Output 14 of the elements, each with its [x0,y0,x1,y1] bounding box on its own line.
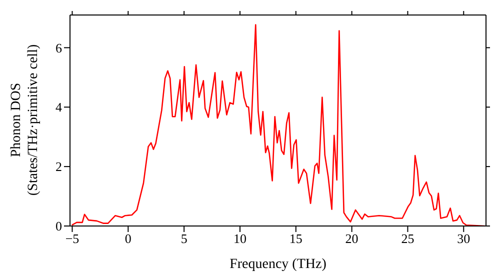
y-tick-label: 2 [56,159,62,174]
x-tick-label: 10 [233,231,246,246]
x-tick-label: 0 [124,231,132,246]
x-tick-label: 25 [401,231,414,246]
y-axis-title: Phonon DOS (States/THz·primitive cell) [9,44,41,196]
x-tick-label: 20 [345,231,358,246]
x-tick-label: 5 [180,231,188,246]
x-tick-label: −5 [65,231,80,246]
y-tick-label: 4 [56,100,62,115]
x-tick-label: 15 [289,231,302,246]
x-axis-title: Frequency (THz) [230,257,327,272]
x-tick-label: 30 [457,231,470,246]
y-tick-label: 6 [56,40,62,56]
y-tick-label: 0 [56,218,62,234]
